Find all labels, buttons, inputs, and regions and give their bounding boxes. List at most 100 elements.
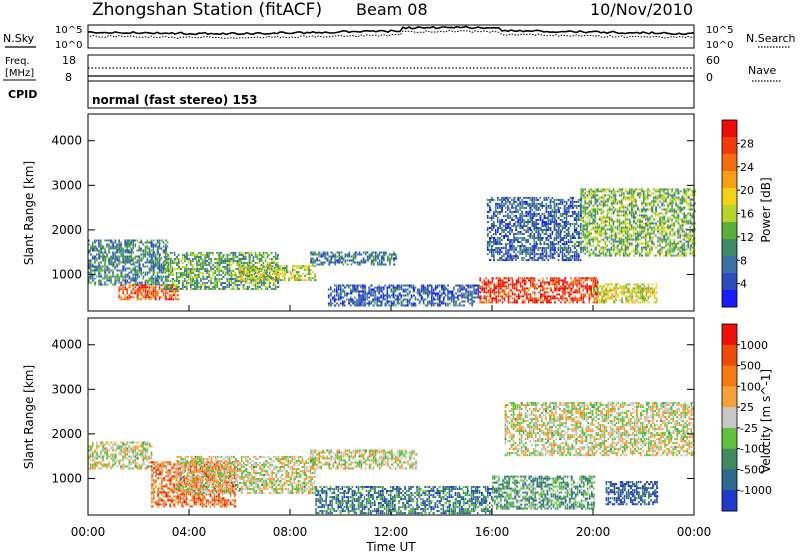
heatmap-cell (226, 266, 228, 268)
heatmap-cell (535, 227, 538, 229)
heatmap-cell (557, 206, 560, 209)
heatmap-cell (584, 200, 586, 203)
heatmap-cell (138, 290, 141, 293)
heatmap-cell (499, 295, 502, 298)
heatmap-cell (610, 252, 613, 255)
heatmap-cell (663, 228, 665, 231)
heatmap-cell (571, 255, 574, 258)
heatmap-cell (545, 208, 547, 211)
heatmap-cell (634, 236, 637, 239)
heatmap-cell (521, 225, 524, 227)
heatmap-cell (588, 277, 590, 280)
heatmap-cell (241, 265, 244, 268)
heatmap-cell (541, 237, 544, 239)
heatmap-cell (354, 284, 356, 287)
heatmap-cell (598, 240, 601, 243)
heatmap-cell (246, 262, 249, 264)
heatmap-cell (509, 231, 511, 233)
heatmap-cell (620, 244, 624, 247)
heatmap-cell (451, 290, 454, 293)
heatmap-cell (486, 249, 489, 251)
heatmap-cell (483, 297, 486, 300)
heatmap-cell (565, 206, 568, 209)
heatmap-cell (465, 284, 468, 287)
heatmap-cell (90, 261, 92, 264)
heatmap-cell (328, 259, 331, 262)
heatmap-cell (228, 272, 230, 274)
heatmap-cell (610, 248, 613, 251)
heatmap-cell (663, 208, 666, 211)
heatmap-cell (118, 249, 121, 252)
heatmap-cell (171, 274, 174, 276)
heatmap-cell (564, 277, 567, 280)
heatmap-cell (527, 229, 529, 231)
heatmap-cell (515, 279, 518, 282)
heatmap-cell (592, 236, 595, 239)
heatmap-cell (511, 204, 514, 207)
heatmap-cell (118, 245, 121, 248)
heatmap-cell (553, 227, 556, 229)
heatmap-cell (545, 210, 547, 213)
heatmap-cell (513, 287, 516, 290)
heatmap-cell (573, 200, 576, 203)
heatmap-cell (586, 246, 588, 249)
heatmap-cell (110, 259, 113, 262)
heatmap-cell (98, 267, 101, 270)
heatmap-cell (412, 284, 415, 287)
heatmap-cell (196, 270, 198, 272)
heatmap-cell (622, 234, 625, 237)
heatmap-cell (382, 263, 386, 266)
heatmap-cell (606, 194, 609, 197)
heatmap-cell (630, 236, 633, 239)
heatmap-cell (198, 258, 200, 260)
heatmap-cell (112, 265, 115, 268)
heatmap-cell (134, 265, 137, 268)
heatmap-cell (202, 260, 204, 262)
heatmap-cell (92, 241, 94, 244)
heatmap-cell (547, 259, 550, 262)
heatmap-cell (328, 255, 331, 258)
heatmap-cell (247, 277, 250, 280)
heatmap-cell (531, 196, 534, 199)
heatmap-cell (565, 202, 568, 205)
heatmap-cell (374, 259, 377, 262)
heatmap-cell (259, 265, 262, 268)
heatmap-cell (551, 231, 554, 233)
heatmap-cell (483, 287, 485, 290)
heatmap-cell (342, 263, 344, 266)
heatmap-cell (130, 290, 133, 293)
heatmap-cell (671, 242, 674, 245)
heatmap-cell (158, 298, 161, 301)
heatmap-cell (541, 221, 544, 223)
heatmap-cell (641, 204, 643, 207)
heatmap-cell (489, 293, 491, 296)
heatmap-cell (634, 234, 637, 237)
heatmap-cell (372, 294, 374, 297)
heatmap-cell (515, 227, 518, 229)
heatmap-cell (636, 232, 639, 235)
heatmap-cell (667, 194, 669, 197)
heatmap-cell (94, 249, 96, 252)
heatmap-cell (98, 243, 101, 246)
heatmap-cell (659, 188, 661, 191)
heatmap-cell (511, 229, 514, 231)
heatmap-cell (600, 188, 603, 191)
heatmap-cell (426, 300, 429, 303)
heatmap-cell (553, 208, 556, 211)
heatmap-cell (553, 239, 556, 241)
heatmap-cell (114, 245, 117, 248)
heatmap-cell (550, 283, 552, 286)
heatmap-cell (661, 240, 664, 243)
heatmap-cell (577, 215, 580, 217)
heatmap-cell (647, 216, 649, 219)
heatmap-cell (630, 208, 633, 211)
heatmap-cell (632, 232, 636, 235)
heatmap-cell (230, 284, 233, 286)
heatmap-cell (521, 212, 524, 215)
heatmap-cell (471, 300, 474, 303)
heatmap-cell (250, 282, 253, 284)
heatmap-cell (404, 290, 407, 293)
beam-label: Beam 08 (356, 0, 428, 19)
heatmap-cell (529, 206, 532, 209)
heatmap-cell (376, 302, 378, 305)
